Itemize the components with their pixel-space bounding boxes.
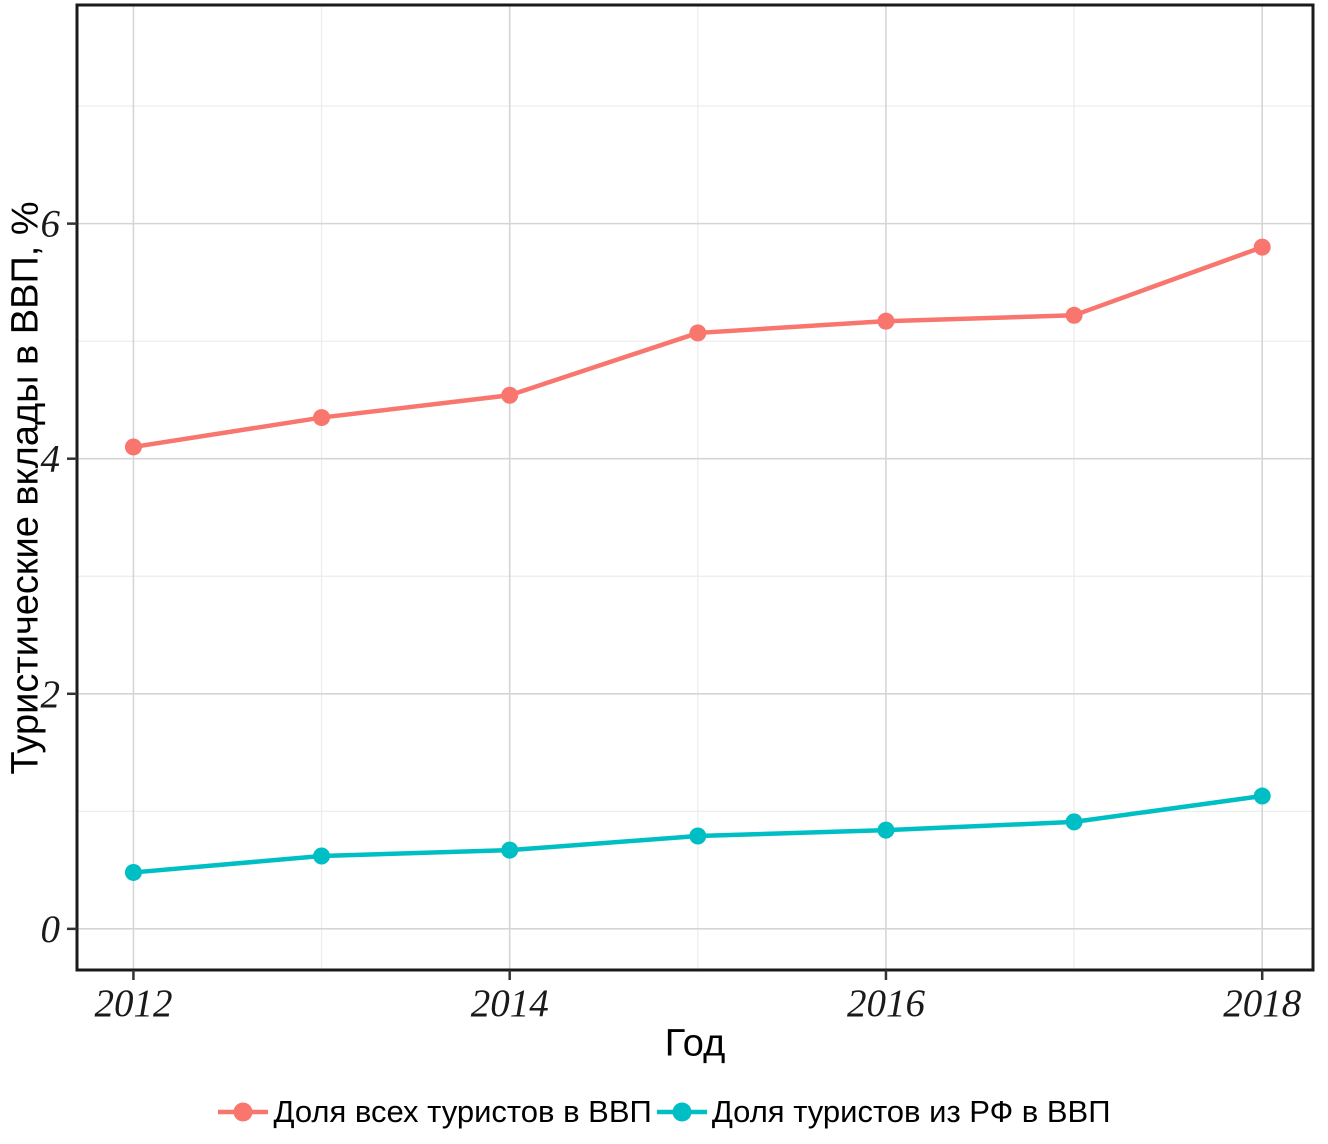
data-point (313, 409, 331, 427)
y-tick-label: 6 (41, 203, 61, 246)
x-tick-label: 2012 (94, 982, 172, 1025)
legend-line-dot-icon (656, 1102, 707, 1122)
legend-item-rf-tourists: Доля туристов из РФ в ВВП (656, 1094, 1111, 1130)
data-point (124, 863, 142, 881)
x-tick-label: 2018 (1223, 982, 1302, 1025)
legend-item-all-tourists: Доля всех туристов в ВВП (217, 1094, 652, 1130)
x-tick-label: 2014 (471, 982, 549, 1025)
data-point (689, 827, 707, 845)
legend: Доля всех туристов в ВВП Доля туристов и… (0, 1090, 1328, 1134)
data-point (1065, 306, 1083, 324)
y-tick-label: 0 (41, 908, 61, 951)
data-point (124, 438, 142, 456)
data-point (501, 386, 519, 404)
data-point (877, 312, 895, 330)
legend-label: Доля туристов из РФ в ВВП (711, 1094, 1111, 1129)
data-point (1253, 238, 1271, 256)
legend-line-dot-icon (218, 1102, 269, 1122)
data-point (501, 841, 519, 859)
y-tick-label: 4 (41, 438, 61, 481)
y-tick-label: 2 (41, 673, 61, 716)
data-point (1065, 813, 1083, 831)
data-point (1253, 787, 1271, 805)
y-axis-title: Туристические вклады в ВВП, % (4, 201, 47, 775)
data-point (877, 821, 895, 839)
data-point (689, 324, 707, 342)
data-point (313, 847, 331, 865)
x-axis-title: Год (664, 1022, 726, 1065)
legend-label: Доля всех туристов в ВВП (273, 1094, 652, 1129)
panel-border (75, 3, 1315, 972)
x-tick-label: 2016 (847, 982, 926, 1025)
